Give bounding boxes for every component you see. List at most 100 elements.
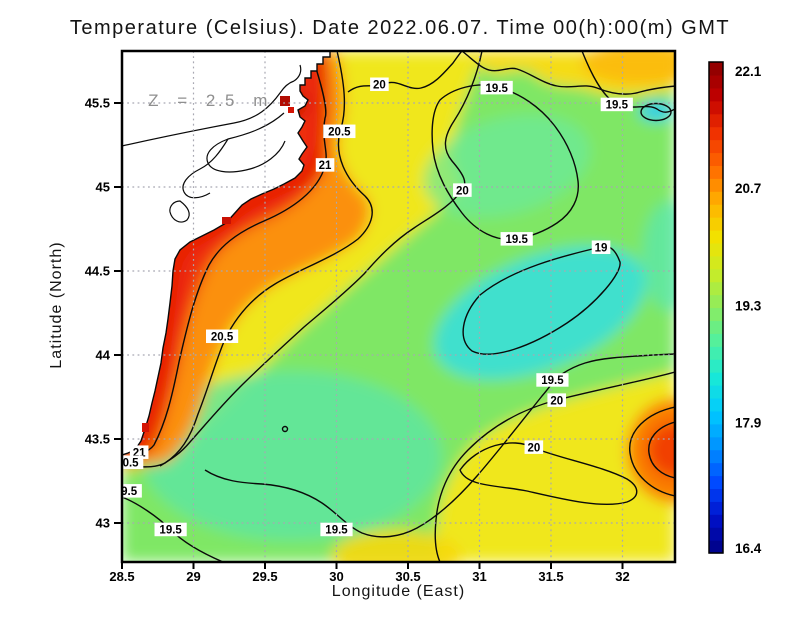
contour-label-bg (500, 232, 533, 246)
colorbar-step (709, 191, 723, 205)
colorbar-tick-label: 20.7 (735, 181, 761, 196)
contour-label: 19 (591, 240, 611, 254)
hot-spot (288, 107, 294, 113)
colorbar-step (709, 242, 723, 257)
colorbar-step (709, 100, 723, 115)
contour-label: 19.5 (320, 522, 353, 537)
colorbar-tick-label: 17.9 (735, 415, 761, 430)
colorbar-step (709, 113, 723, 128)
contour-line (159, 51, 483, 467)
depth-annotation: Z = 2.5 m (148, 91, 270, 110)
colorbar-step (709, 436, 723, 451)
colorbar-frame (708, 61, 724, 554)
y-tick-label: 44 (96, 348, 111, 363)
contour-label-bg (524, 440, 544, 454)
colorbar-step (709, 488, 723, 502)
y-tick-label: 43.5 (85, 432, 110, 447)
contour-labels: 20 19.519.520.5212019.51920.519.52020210.… (116, 77, 633, 537)
field-patch (122, 51, 328, 463)
colorbar-step (709, 217, 723, 231)
y-tick-label: 44.5 (85, 264, 110, 279)
inland-water-outline (293, 64, 302, 82)
contour-label-bg (323, 124, 356, 139)
contour-label: 19.5 (154, 522, 187, 537)
contour-line (461, 51, 675, 95)
grid (122, 51, 675, 562)
colorbar-step (709, 346, 723, 360)
x-tick-label: 29.5 (252, 569, 277, 584)
contour-label-text: 19.5 (541, 375, 564, 387)
contour-label: 20 (370, 77, 389, 92)
contour-label-text: 21 (319, 160, 332, 172)
contour-label-text: 20.5 (328, 127, 351, 139)
contour-line (434, 371, 675, 562)
hot-spot (222, 217, 231, 224)
contour-label-bg (117, 455, 144, 470)
contour-line (281, 425, 289, 433)
contour-label-text: 9.5 (121, 486, 138, 498)
colorbar-step (709, 527, 723, 541)
field-patch (434, 246, 646, 380)
contour-label-text: 20 (456, 185, 469, 197)
field-patch (436, 372, 675, 562)
contour-line (459, 442, 638, 506)
plot-title: Temperature (Celsius). Date 2022.06.07. … (69, 17, 731, 39)
contour-label-text: 19.5 (485, 83, 508, 95)
colorbar-step (709, 255, 723, 270)
colorbar-step (709, 268, 723, 283)
colorbar-step (709, 126, 723, 141)
contour-label-text: 0.5 (123, 458, 140, 470)
colorbar-step (709, 294, 723, 309)
contour-label-bg (206, 329, 239, 344)
temperature-field (122, 51, 675, 562)
contour-line (581, 51, 675, 113)
contour-label-text: 19.5 (505, 234, 528, 246)
colorbar-step (709, 229, 723, 244)
field-patch (142, 371, 442, 541)
y-tick-label: 45 (96, 180, 110, 195)
inland-water-outline (122, 80, 295, 147)
contour-label-text: 20 (550, 395, 563, 407)
colorbar-step (709, 333, 723, 347)
colorbar-step (709, 320, 723, 334)
contour-label: 19.5 (500, 232, 533, 246)
contour-label: 20 (453, 183, 472, 197)
contour-label-bg (591, 240, 611, 254)
colorbar-step (709, 514, 723, 528)
colorbar-step (709, 385, 723, 399)
contour-label-bg (600, 97, 633, 112)
contour-label-bg (315, 158, 335, 172)
contour-label-bg (320, 522, 353, 537)
colorbar-step (709, 139, 723, 154)
colorbar-step (709, 475, 723, 489)
inland-water-outline (169, 200, 190, 223)
contour-label: 21 (315, 158, 335, 172)
contour-label: 19.5 (480, 80, 513, 95)
colorbar-step (709, 204, 723, 218)
contour-label-text: 19.5 (159, 525, 182, 537)
contour-label-bg (154, 522, 187, 537)
colorbar-step (709, 178, 723, 192)
contour-label: 19.5 (536, 373, 569, 387)
contour-label: 20.5 (323, 124, 356, 139)
contour-line (640, 102, 672, 122)
contour-label: 0.5 (117, 455, 144, 470)
contour-label-text: 20 (527, 442, 540, 454)
y-tick-label: 43 (96, 516, 110, 531)
x-tick-label: 29 (186, 569, 200, 584)
hot-spot (280, 96, 290, 106)
colorbar-step (709, 410, 723, 425)
colorbar-step (709, 165, 723, 179)
colorbar-step (709, 372, 723, 386)
land-coastline (122, 51, 331, 456)
contour-line (462, 245, 621, 355)
contour-label-bg (536, 373, 569, 387)
contour-label-text: 19.5 (606, 100, 629, 112)
contour-label: 20 (524, 440, 544, 454)
colorbar-tick-label: 22.1 (735, 64, 762, 79)
contour-label: 20.5 (206, 329, 239, 344)
y-tick-label: 45.5 (85, 96, 110, 111)
x-tick-label: 31 (472, 569, 486, 584)
